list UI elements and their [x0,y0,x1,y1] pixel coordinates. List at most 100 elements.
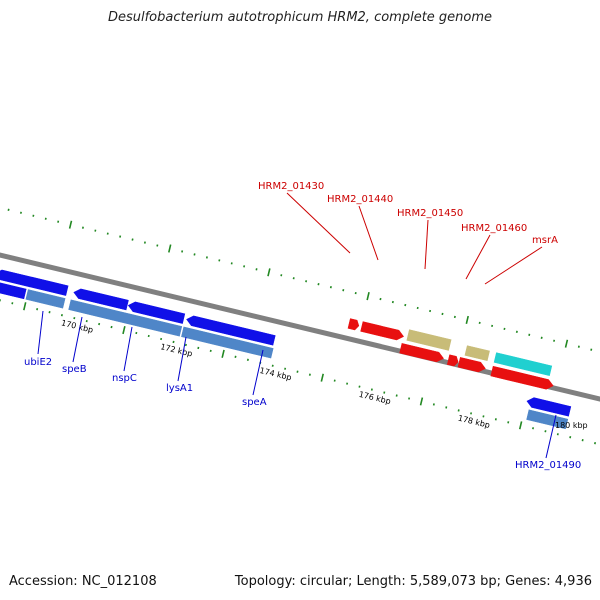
scale-label-174: 174 kbp [259,366,293,382]
leader-nspc [123,326,133,372]
gene-steel-nspc-lysa1[interactable] [68,299,183,337]
minor-tick [181,250,184,253]
label-lysa1: lysA1 [166,383,193,394]
label-hrm2-01430: HRM2_01430 [258,181,324,192]
label-msra: msrA [532,235,558,246]
minor-tick [292,277,295,280]
leader-hrm2-01440 [358,205,379,261]
minor-tick [230,262,233,265]
gene-red-hrm2-01440[interactable] [360,321,405,342]
gene-khaki-hrm2-01440[interactable] [406,329,452,351]
minor-tick [73,316,76,320]
minor-tick [246,358,249,361]
minor-tick [395,394,398,397]
minor-tick [491,324,494,328]
major-tick [518,421,523,430]
minor-tick [528,333,531,336]
minor-tick [156,244,159,247]
minor-tick [429,309,432,313]
major-tick [221,349,225,358]
minor-tick [329,286,332,289]
gene-blue-spea-a[interactable] [185,315,276,346]
gene-blue-ubie2-a[interactable] [0,269,33,288]
gene-khaki-hrm2-01460[interactable] [464,345,490,362]
label-hrm2-01460: HRM2_01460 [461,223,527,234]
minor-tick [507,421,510,424]
minor-tick [0,299,1,302]
gene-red-hrm2-01460[interactable] [457,357,487,373]
minor-tick [408,397,411,400]
minor-tick [503,327,506,331]
minor-tick [553,339,556,342]
major-tick [267,268,271,277]
scale-label-176: 176 kbp [358,390,392,406]
major-tick [320,373,325,382]
gene-red-hrm2-01450[interactable] [399,343,445,363]
outer-tick-ring [7,208,593,351]
minor-tick [57,220,60,223]
gene-red-msra[interactable] [490,365,555,390]
minor-tick [358,385,361,388]
major-tick [68,220,73,229]
label-ubie2: ubiE2 [24,357,52,368]
minor-tick [234,355,237,358]
minor-tick [218,259,221,262]
minor-tick [271,364,274,367]
scale-label-172: 172 kbp [159,342,193,358]
minor-tick [569,436,572,439]
scale-label-178: 178 kbp [457,414,491,430]
inner-tick-ring [0,299,597,445]
minor-tick [280,274,283,277]
label-hrm2-01490: HRM2_01490 [515,460,581,471]
gene-red-hrm2-01430[interactable] [347,318,360,331]
gene-blue-lysa1-a[interactable] [127,301,186,324]
minor-tick [143,241,146,244]
minor-tick [135,331,138,335]
minor-tick [209,349,212,353]
minor-tick [197,346,200,350]
gene-red-hrm2-01460-small[interactable] [446,354,459,367]
minor-tick [445,406,448,409]
minor-tick [147,334,150,338]
minor-tick [379,297,382,301]
gene-steel-spea[interactable] [181,326,274,359]
gene-cyan-msra[interactable] [493,352,553,376]
gene-steel-hrm2-01490[interactable] [526,409,569,430]
minor-tick [478,321,481,325]
gene-blue-ubie2-b[interactable] [0,280,27,300]
map-title: Desulfobacterium autotrophicum HRM2, com… [107,10,493,25]
leader-hrm2-01430 [286,192,351,254]
gene-blue-hrm2-01490[interactable] [526,396,572,417]
leader-msra [484,246,543,285]
gene-blue-speb-a[interactable] [24,276,69,296]
minor-tick [184,343,187,347]
leader-spea [252,349,264,396]
minor-tick [106,232,109,235]
minor-tick [404,303,407,307]
label-nspc: nspC [112,373,137,384]
minor-tick [243,265,246,268]
gene-steel-speb[interactable] [25,289,66,309]
minor-tick [470,412,473,415]
leader-hrm2-01450 [424,219,429,270]
minor-tick [416,306,419,310]
minor-tick [160,337,163,341]
minor-tick [317,283,320,286]
minor-tick [48,311,51,314]
genome-summary-text: Topology: circular; Length: 5,589,073 bp… [234,574,592,589]
minor-tick [98,322,101,326]
gene-blue-nspc-a[interactable] [73,287,129,311]
minor-tick [131,238,134,241]
minor-tick [19,211,22,214]
minor-tick [296,370,299,373]
minor-tick [32,214,35,217]
minor-tick [85,319,88,323]
minor-tick [119,235,122,238]
minor-tick [305,280,308,283]
minor-tick [110,325,113,329]
minor-tick [391,300,394,304]
scale-label-180: 180 kbp [555,421,588,430]
label-hrm2-01450: HRM2_01450 [397,208,463,219]
minor-tick [594,441,597,445]
